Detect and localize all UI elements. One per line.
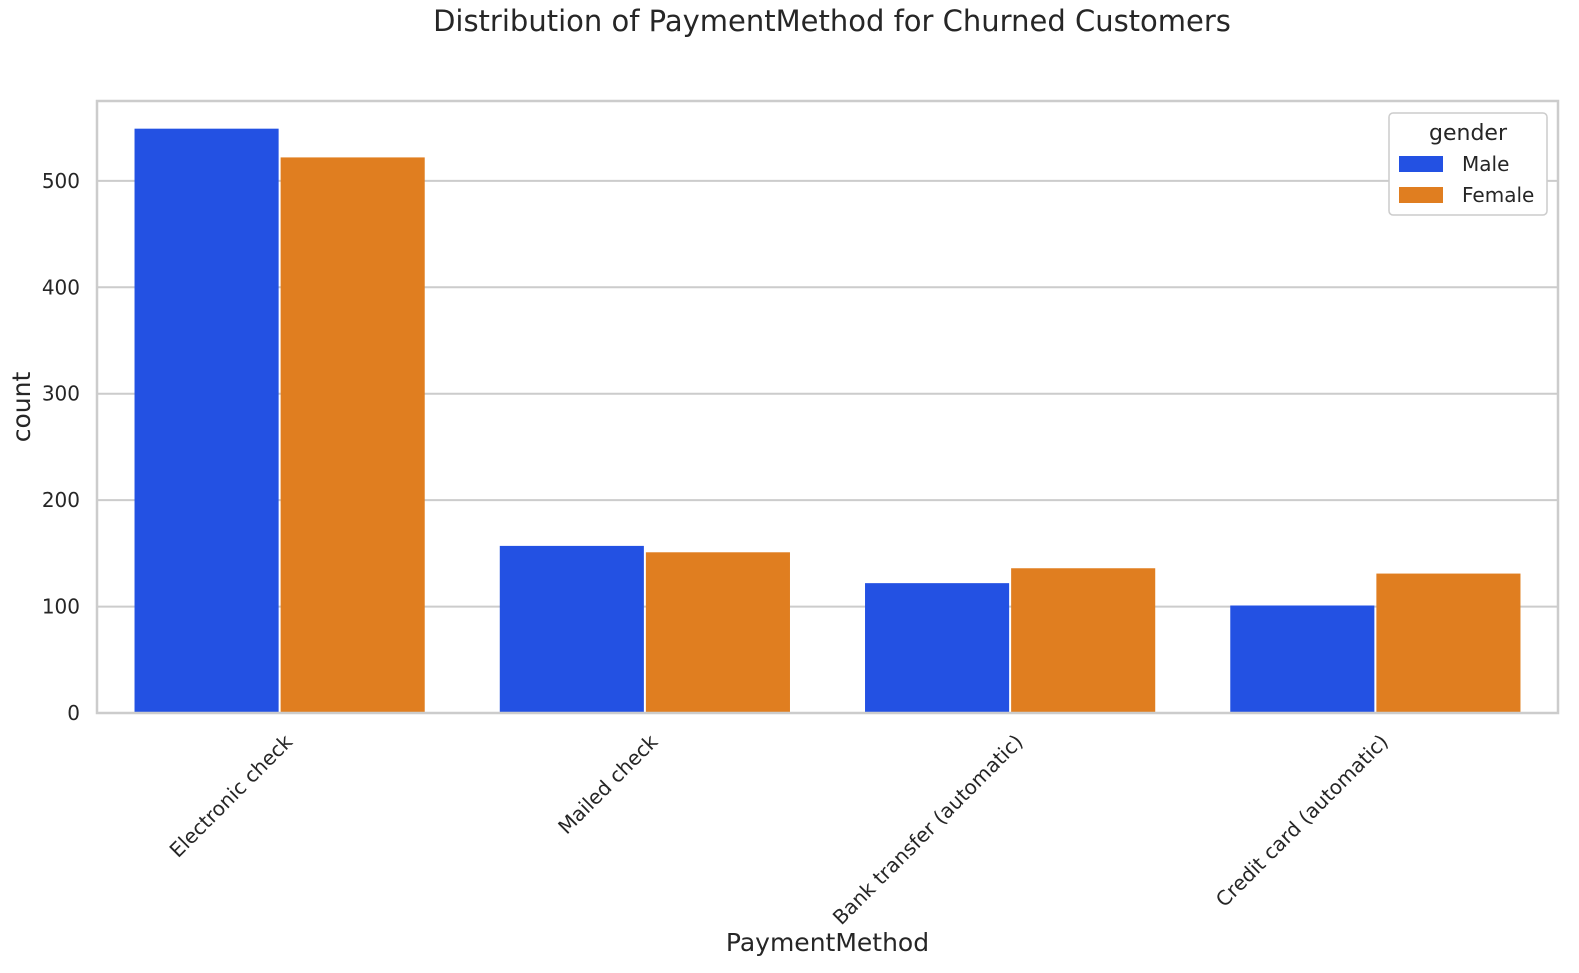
bar-female [1011, 568, 1156, 713]
y-tick-label: 300 [42, 382, 80, 406]
x-tick-labels: Electronic check Mailed check Bank transfe… [165, 729, 1393, 929]
legend-items: Male Female [1399, 152, 1534, 207]
x-tick-label: Bank transfer (automatic) [828, 730, 1028, 930]
x-tick-label: Electronic check [165, 729, 298, 862]
chart-title: Distribution of PaymentMethod for Churne… [433, 4, 1231, 38]
legend-title: gender [1429, 121, 1508, 146]
bar-male [865, 583, 1010, 713]
legend: gender Male Female [1388, 112, 1548, 216]
y-tick-label: 0 [67, 701, 80, 725]
bars [134, 128, 1521, 714]
bar-male [499, 545, 644, 713]
x-tick-label: Credit card (automatic) [1211, 730, 1393, 912]
bar-female [1376, 573, 1521, 713]
bar-female [645, 552, 790, 713]
legend-swatch-male [1399, 156, 1443, 172]
y-tick-label: 200 [42, 488, 80, 512]
legend-swatch-female [1399, 187, 1443, 203]
x-axis-label: PaymentMethod [726, 928, 929, 957]
y-axis-label: count [7, 372, 36, 443]
y-tick-labels: 0 100 200 300 400 500 [42, 169, 80, 725]
bar-male [1230, 605, 1375, 713]
y-tick-label: 500 [42, 169, 80, 193]
plot-frame [95, 99, 1560, 715]
legend-label: Male [1462, 152, 1509, 176]
legend-label: Female [1462, 183, 1534, 207]
y-tick-label: 100 [42, 595, 80, 619]
bar-female [280, 157, 425, 714]
bar-male [134, 128, 279, 714]
y-tick-label: 400 [42, 275, 80, 299]
x-tick-label: Mailed check [553, 729, 663, 839]
